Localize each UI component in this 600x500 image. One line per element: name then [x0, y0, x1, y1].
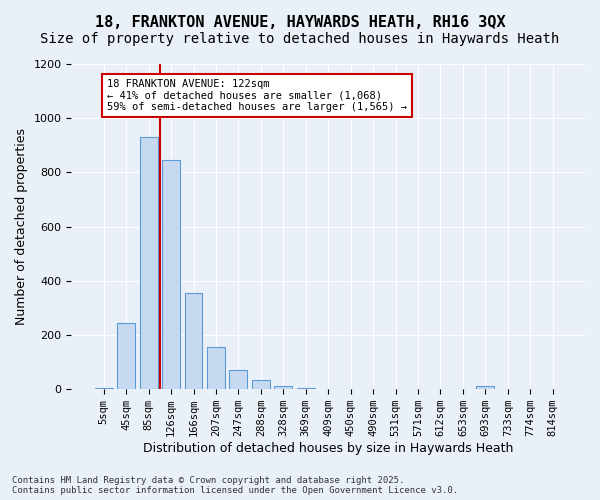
Bar	[319, 388, 337, 389]
Bar	[162, 160, 180, 389]
Text: Size of property relative to detached houses in Haywards Heath: Size of property relative to detached ho…	[40, 32, 560, 46]
Text: Contains HM Land Registry data © Crown copyright and database right 2025.
Contai: Contains HM Land Registry data © Crown c…	[12, 476, 458, 495]
Bar	[117, 323, 135, 389]
X-axis label: Distribution of detached houses by size in Haywards Heath: Distribution of detached houses by size …	[143, 442, 514, 455]
Bar	[297, 388, 315, 389]
Bar	[476, 386, 494, 389]
Text: 18 FRANKTON AVENUE: 122sqm
← 41% of detached houses are smaller (1,068)
59% of s: 18 FRANKTON AVENUE: 122sqm ← 41% of deta…	[107, 79, 407, 112]
Bar	[95, 388, 113, 389]
Bar	[252, 380, 270, 389]
Y-axis label: Number of detached properties: Number of detached properties	[15, 128, 28, 325]
Bar	[229, 370, 247, 389]
Text: 18, FRANKTON AVENUE, HAYWARDS HEATH, RH16 3QX: 18, FRANKTON AVENUE, HAYWARDS HEATH, RH1…	[95, 15, 505, 30]
Bar	[140, 137, 158, 389]
Bar	[274, 386, 292, 389]
Bar	[185, 293, 202, 389]
Bar	[207, 347, 225, 389]
